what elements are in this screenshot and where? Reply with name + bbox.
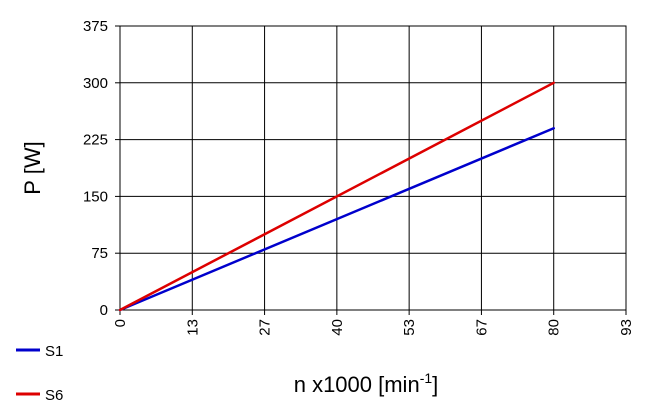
x-axis-title: n x1000 [min-1] [294,370,439,397]
y-tick-label: 75 [91,245,108,262]
series-line-s1 [118,126,555,312]
x-axis-title-tail: ] [432,372,438,397]
grid [120,26,626,310]
legend-label-s1: S1 [45,343,63,360]
x-tick-label: 93 [618,319,635,336]
y-axis-title: P [W] [20,141,45,194]
x-tick-label: 40 [329,319,346,336]
series-layer [118,81,555,312]
x-tick-label: 27 [257,319,274,336]
plot-area [119,25,627,311]
series-line-s6 [118,81,555,312]
y-tick-label: 375 [83,18,108,35]
y-tick-label: 150 [83,188,108,205]
x-axis-title-main: n x1000 [min [294,372,420,397]
legend: S1 S6 [16,343,63,404]
y-tick-label: 300 [83,75,108,92]
y-axis-ticks: 0 75 150 225 300 375 [83,18,120,319]
x-axis-title-exponent: -1 [420,370,433,386]
x-tick-label: 13 [184,319,201,336]
legend-label-s6: S6 [45,387,63,404]
x-tick-label: 53 [401,319,418,336]
y-tick-label: 225 [83,132,108,149]
x-axis-ticks: 0 13 27 40 53 67 80 93 [112,310,635,336]
x-tick-label: 0 [112,319,129,327]
y-tick-label: 0 [100,302,108,319]
x-tick-label: 67 [473,319,490,336]
x-tick-label: 80 [546,319,563,336]
